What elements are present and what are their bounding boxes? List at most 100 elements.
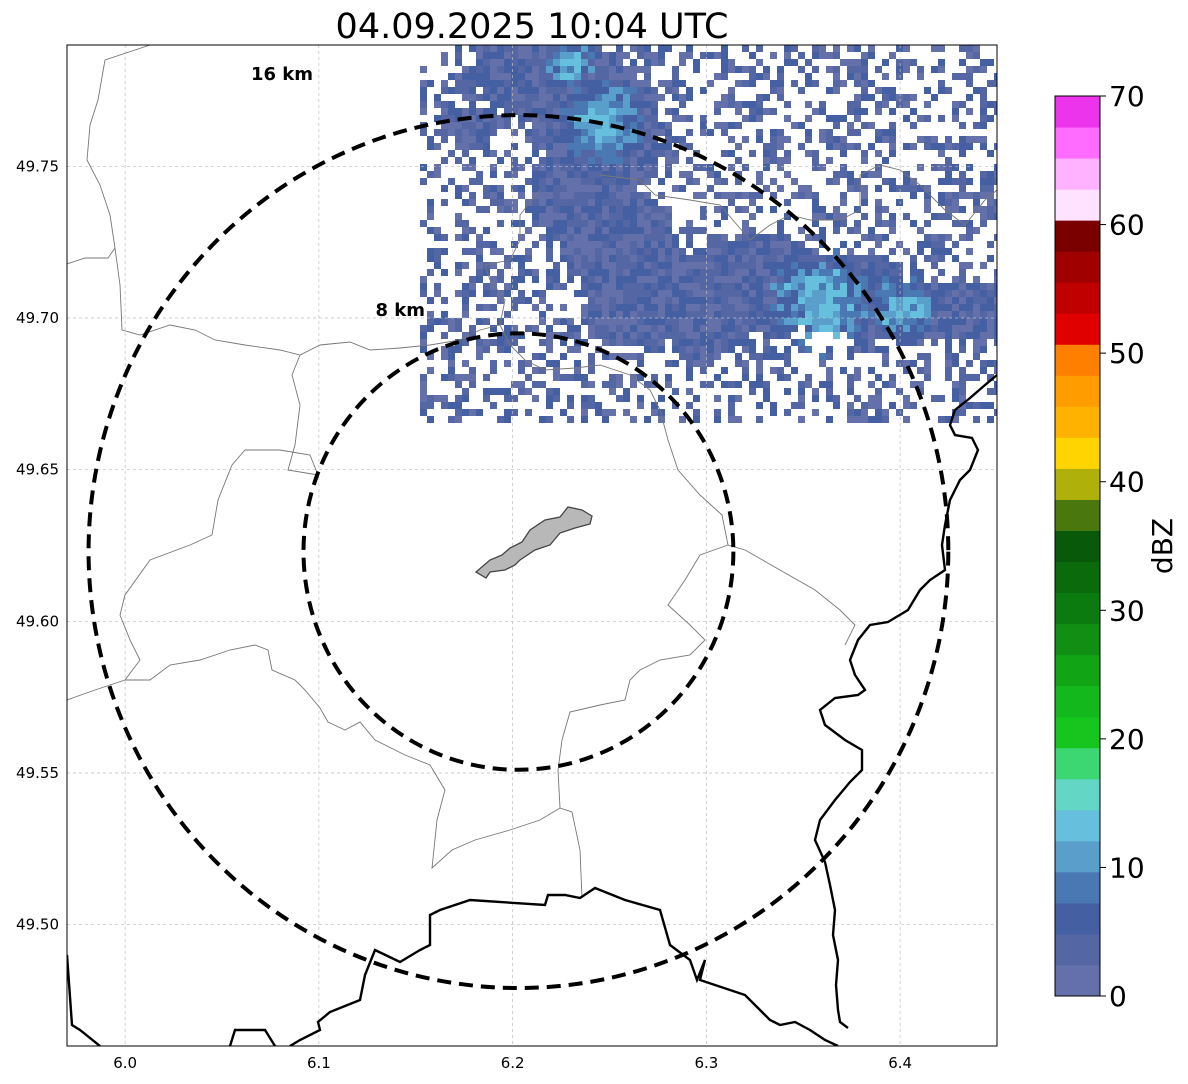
echo-cell — [567, 416, 574, 423]
echo-cell — [644, 150, 651, 157]
echo-cell — [770, 269, 777, 276]
echo-cell — [987, 178, 994, 185]
echo-cell — [504, 255, 511, 262]
echo-cell — [931, 283, 938, 290]
echo-cell — [721, 178, 728, 185]
echo-cell — [805, 283, 812, 290]
echo-cell — [469, 332, 476, 339]
echo-cell — [497, 122, 504, 129]
echo-cell — [714, 374, 721, 381]
echo-cell — [616, 339, 623, 346]
echo-cell — [483, 45, 490, 52]
echo-cell — [903, 283, 910, 290]
echo-cell — [959, 192, 966, 199]
echo-cell — [490, 94, 497, 101]
echo-cell — [574, 367, 581, 374]
echo-cell — [665, 255, 672, 262]
echo-cell — [490, 164, 497, 171]
echo-cell — [455, 73, 462, 80]
echo-cell — [812, 199, 819, 206]
echo-cell — [700, 192, 707, 199]
echo-cell — [763, 346, 770, 353]
echo-cell — [882, 346, 889, 353]
echo-cell — [728, 325, 735, 332]
echo-cell — [441, 395, 448, 402]
echo-cell — [994, 199, 997, 206]
echo-cell — [833, 66, 840, 73]
echo-cell — [581, 213, 588, 220]
echo-cell — [616, 192, 623, 199]
echo-cell — [987, 255, 994, 262]
echo-cell — [518, 185, 525, 192]
echo-cell — [497, 199, 504, 206]
echo-cell — [952, 108, 959, 115]
echo-cell — [665, 325, 672, 332]
echo-cell — [945, 318, 952, 325]
echo-cell — [546, 206, 553, 213]
echo-cell — [518, 234, 525, 241]
echo-cell — [581, 171, 588, 178]
echo-cell — [924, 311, 931, 318]
echo-cell — [854, 108, 861, 115]
echo-cell — [959, 346, 966, 353]
echo-cell — [532, 59, 539, 66]
echo-cell — [532, 45, 539, 52]
echo-cell — [427, 395, 434, 402]
echo-cell — [574, 234, 581, 241]
echo-cell — [560, 234, 567, 241]
echo-cell — [749, 381, 756, 388]
echo-cell — [427, 255, 434, 262]
echo-cell — [546, 325, 553, 332]
echo-cell — [700, 283, 707, 290]
echo-cell — [595, 206, 602, 213]
echo-cell — [847, 374, 854, 381]
echo-cell — [637, 80, 644, 87]
echo-cell — [693, 262, 700, 269]
echo-cell — [959, 185, 966, 192]
echo-cell — [637, 262, 644, 269]
echo-cell — [728, 94, 735, 101]
echo-cell — [917, 248, 924, 255]
echo-cell — [952, 206, 959, 213]
echo-cell — [539, 234, 546, 241]
echo-cell — [777, 234, 784, 241]
border-line — [228, 1028, 277, 1046]
echo-cell — [798, 304, 805, 311]
echo-cell — [700, 164, 707, 171]
echo-cell — [973, 87, 980, 94]
echo-cell — [714, 276, 721, 283]
echo-cell — [504, 290, 511, 297]
echo-cell — [476, 129, 483, 136]
echo-cell — [588, 94, 595, 101]
echo-cell — [560, 150, 567, 157]
echo-cell — [455, 325, 462, 332]
echo-cell — [609, 80, 616, 87]
echo-cell — [777, 241, 784, 248]
echo-cell — [546, 115, 553, 122]
echo-cell — [980, 290, 987, 297]
echo-cell — [882, 297, 889, 304]
colorbar-swatch — [1055, 530, 1100, 563]
echo-cell — [889, 136, 896, 143]
echo-cell — [560, 248, 567, 255]
echo-cell — [581, 206, 588, 213]
echo-cell — [651, 108, 658, 115]
echo-cell — [931, 290, 938, 297]
echo-cell — [595, 87, 602, 94]
echo-cell — [560, 206, 567, 213]
echo-cell — [560, 339, 567, 346]
echo-cell — [714, 178, 721, 185]
echo-cell — [651, 318, 658, 325]
echo-cell — [455, 45, 462, 52]
echo-cell — [791, 325, 798, 332]
echo-cell — [826, 178, 833, 185]
echo-cell — [476, 353, 483, 360]
echo-cell — [826, 129, 833, 136]
echo-cell — [630, 318, 637, 325]
echo-cell — [427, 248, 434, 255]
echo-cell — [588, 101, 595, 108]
echo-cell — [420, 395, 427, 402]
echo-cell — [602, 101, 609, 108]
echo-cell — [497, 339, 504, 346]
echo-cell — [448, 115, 455, 122]
